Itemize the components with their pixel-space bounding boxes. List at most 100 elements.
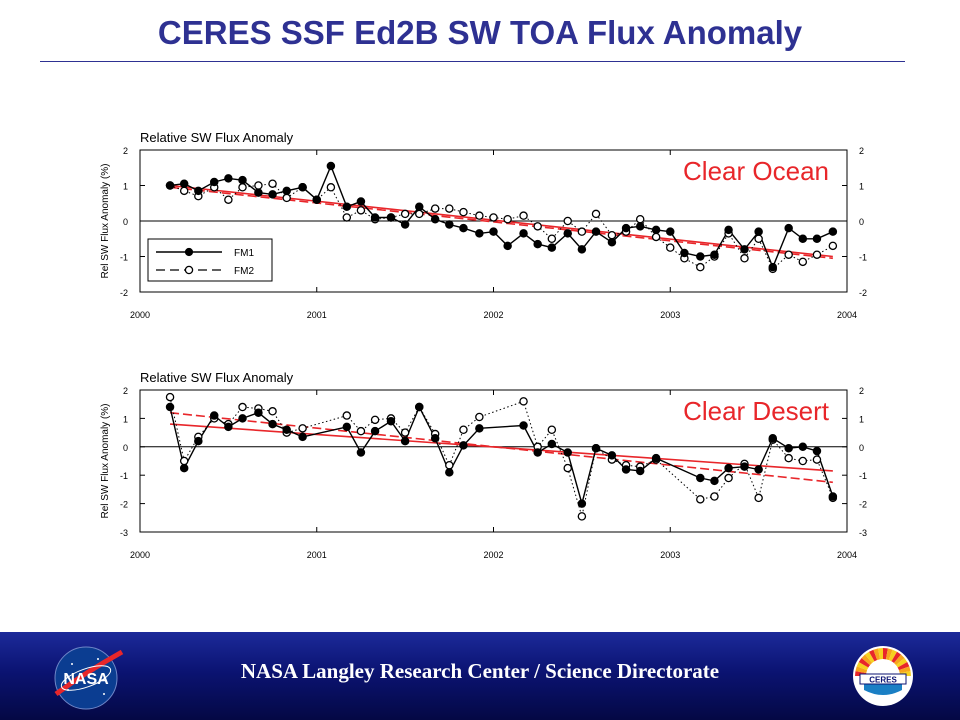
data-point-fm1 xyxy=(754,227,763,236)
data-point-fm2 xyxy=(475,412,484,422)
data-point-fm2 xyxy=(696,262,705,272)
data-point-fm1 xyxy=(356,448,366,457)
x-tick-label: 2003 xyxy=(660,550,680,560)
data-point-fm1 xyxy=(282,186,291,196)
data-point-fm2 xyxy=(651,232,661,242)
trend-line-fm1 xyxy=(169,184,833,258)
y-tick-label-right: -2 xyxy=(859,500,867,510)
chart-title: Relative SW Flux Anomaly xyxy=(140,370,294,385)
data-point-fm1 xyxy=(430,214,440,224)
data-point-fm1 xyxy=(798,234,808,244)
legend: FM1 FM2 xyxy=(147,238,273,282)
data-point-fm2 xyxy=(533,222,542,231)
data-point-fm2 xyxy=(503,214,512,224)
slide-title: CERES SSF Ed2B SW TOA Flux Anomaly xyxy=(157,14,803,51)
data-point-fm1 xyxy=(828,227,838,236)
series-line-fm1 xyxy=(169,405,834,507)
data-point-fm1 xyxy=(710,250,719,259)
data-point-fm1 xyxy=(547,243,557,252)
data-point-fm1 xyxy=(165,402,175,412)
data-point-fm2 xyxy=(591,209,601,219)
data-point-fm2 xyxy=(445,204,454,213)
y-tick-label: -2 xyxy=(120,288,128,298)
data-point-fm1 xyxy=(459,223,468,233)
data-point-fm2 xyxy=(268,179,277,188)
data-point-fm2 xyxy=(475,211,484,220)
data-point-fm1 xyxy=(165,181,175,190)
data-point-fm2 xyxy=(547,425,557,435)
y-tick-label: 0 xyxy=(123,443,128,453)
data-point-fm1 xyxy=(489,227,498,236)
data-point-fm1 xyxy=(533,448,542,457)
data-point-fm1 xyxy=(209,411,219,420)
data-point-fm1 xyxy=(370,426,380,436)
data-point-fm2 xyxy=(459,425,468,435)
data-point-fm1 xyxy=(356,197,366,206)
chart-clear-desert: Relative SW Flux Anomaly Rel SW Flux Anom… xyxy=(100,370,867,560)
data-point-fm2 xyxy=(430,204,440,213)
y-tick-label: -2 xyxy=(120,500,128,510)
data-point-fm2 xyxy=(607,230,617,240)
y-tick-label: 1 xyxy=(123,414,128,424)
data-point-fm1 xyxy=(238,175,247,185)
nasa-logo-text: NASA xyxy=(63,671,109,688)
data-point-fm1 xyxy=(680,248,689,258)
y-tick-label: -3 xyxy=(120,528,128,538)
data-point-fm1 xyxy=(238,414,247,423)
x-tick-label: 2004 xyxy=(837,550,857,560)
data-point-fm1 xyxy=(812,446,822,456)
data-point-fm1 xyxy=(430,434,440,443)
data-point-fm2 xyxy=(563,216,572,226)
data-point-fm1 xyxy=(268,190,277,199)
data-point-fm1 xyxy=(798,442,808,452)
y-tick-label-right: 1 xyxy=(859,414,864,424)
data-point-fm1 xyxy=(768,262,778,272)
data-point-fm2 xyxy=(224,195,233,204)
data-point-fm1 xyxy=(696,473,705,483)
x-tick-label: 2001 xyxy=(307,550,327,560)
y-tick-label-right: 0 xyxy=(859,217,864,227)
data-point-fm1 xyxy=(577,499,587,508)
data-point-fm2 xyxy=(342,213,352,222)
data-point-fm2 xyxy=(298,424,307,433)
data-point-fm2 xyxy=(519,211,528,220)
data-point-fm1 xyxy=(179,179,189,188)
data-point-fm2 xyxy=(415,209,424,219)
data-point-fm1 xyxy=(724,225,733,235)
data-point-fm2 xyxy=(812,250,822,259)
data-point-fm1 xyxy=(591,443,601,453)
data-point-fm2 xyxy=(577,227,587,236)
region-label: Clear Desert xyxy=(683,396,830,426)
title-divider xyxy=(40,61,905,62)
data-point-fm2 xyxy=(754,493,763,503)
data-point-fm1 xyxy=(194,436,203,446)
data-point-fm1 xyxy=(415,202,424,212)
region-label: Clear Ocean xyxy=(683,156,829,186)
data-point-fm2 xyxy=(238,183,247,192)
footer-bar: NASA NASA Langley Research Center / Scie… xyxy=(0,632,960,720)
chart-title: Relative SW Flux Anomaly xyxy=(140,130,294,145)
data-point-fm1 xyxy=(591,227,601,236)
data-point-fm2 xyxy=(179,456,189,466)
data-point-fm1 xyxy=(342,202,352,212)
y-tick-label-right: -1 xyxy=(859,471,867,481)
y-tick-label: -1 xyxy=(120,471,128,481)
legend-label-fm1: FM1 xyxy=(234,248,254,259)
data-point-fm1 xyxy=(224,174,233,183)
data-point-fm2 xyxy=(635,214,645,224)
x-tick-label: 2000 xyxy=(130,550,150,560)
data-point-fm1 xyxy=(740,462,749,471)
data-point-fm1 xyxy=(754,465,763,474)
data-point-fm2 xyxy=(179,186,189,196)
data-point-fm2 xyxy=(724,473,733,483)
x-tick-label: 2002 xyxy=(483,550,503,560)
x-tick-label: 2004 xyxy=(837,310,857,320)
y-tick-label: 2 xyxy=(123,146,128,156)
data-point-fm1 xyxy=(651,225,661,235)
data-point-fm2 xyxy=(754,234,763,244)
y-tick-label: 1 xyxy=(123,182,128,192)
data-point-fm1 xyxy=(224,422,233,432)
data-point-fm1 xyxy=(812,234,822,244)
x-tick-label: 2003 xyxy=(660,310,680,320)
data-point-fm1 xyxy=(326,161,336,171)
